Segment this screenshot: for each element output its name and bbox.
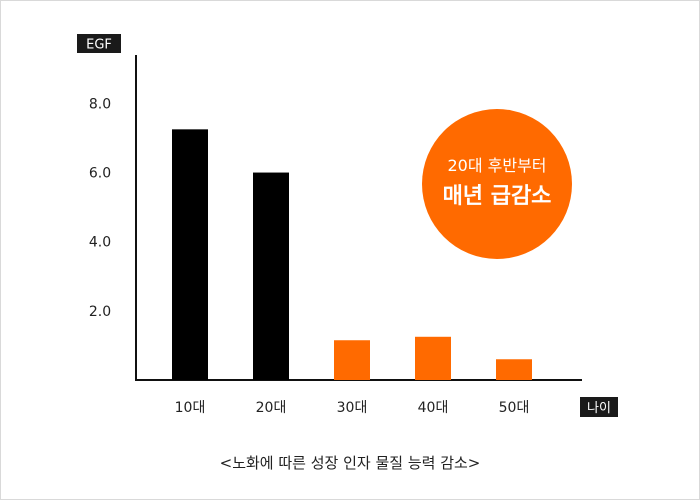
annotation-circle bbox=[422, 109, 572, 259]
chart-caption: <노화에 따른 성장 인자 물질 능력 감소> bbox=[219, 454, 481, 472]
category-label: 30대 bbox=[337, 400, 368, 416]
category-labels: 10대 20대 30대 40대 50대 bbox=[175, 400, 530, 416]
category-label: 40대 bbox=[418, 400, 449, 416]
category-label: 20대 bbox=[256, 400, 287, 416]
category-label: 10대 bbox=[175, 400, 206, 416]
bar bbox=[253, 172, 289, 380]
bar bbox=[415, 336, 451, 380]
y-tick-label: 8.0 bbox=[89, 96, 111, 112]
bars bbox=[172, 129, 532, 380]
y-tick-label: 4.0 bbox=[89, 235, 111, 251]
y-tick-label: 2.0 bbox=[89, 304, 111, 320]
x-axis-label: 나이 bbox=[587, 401, 611, 416]
x-axis-label-box bbox=[580, 397, 618, 417]
y-axis-label: EGF bbox=[86, 38, 112, 53]
bar bbox=[172, 129, 208, 380]
annotation-line1: 20대 후반부터 bbox=[447, 156, 546, 175]
annotation-line2: 매년 급감소 bbox=[443, 184, 552, 209]
y-axis-label-box bbox=[77, 34, 121, 53]
y-tick-labels: 2.0 4.0 6.0 8.0 bbox=[89, 96, 111, 319]
category-label: 50대 bbox=[499, 400, 530, 416]
bar bbox=[334, 340, 370, 380]
bar bbox=[496, 359, 532, 380]
y-tick-label: 6.0 bbox=[89, 166, 111, 182]
